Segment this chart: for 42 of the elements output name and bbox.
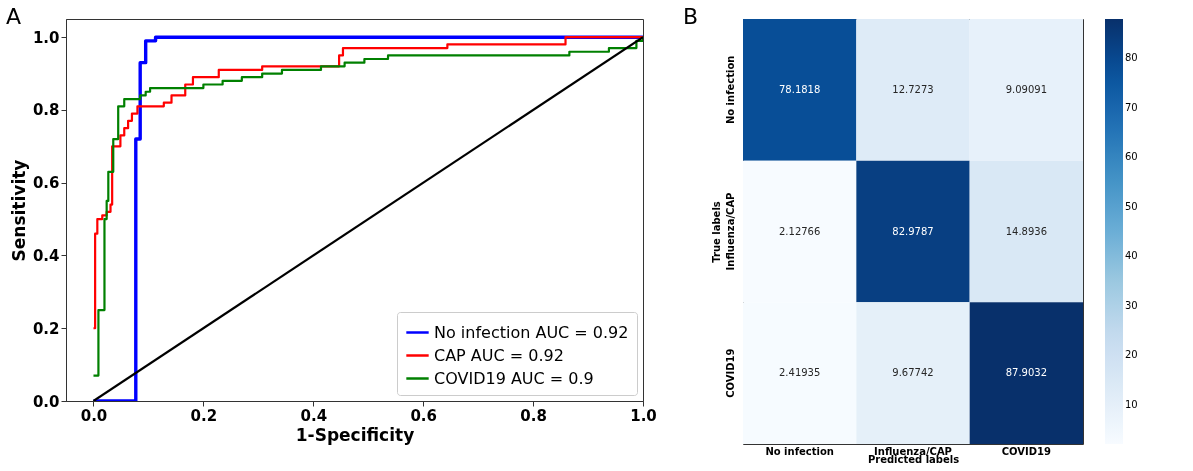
color-bar-label: 30 bbox=[1125, 299, 1138, 311]
data-label: 12.7273 bbox=[892, 83, 934, 95]
color-bar-label: 20 bbox=[1125, 349, 1138, 361]
x-tick-label: No infection bbox=[765, 445, 834, 457]
y-tick-label: 1.0 bbox=[32, 28, 60, 47]
legend-label: COVID19 AUC = 0.9 bbox=[434, 368, 594, 388]
y-tick-label: 0.0 bbox=[32, 392, 60, 411]
color-bar-label: 10 bbox=[1125, 398, 1138, 410]
color-bar-label: 50 bbox=[1125, 200, 1138, 212]
y-tick-label: 0.2 bbox=[32, 319, 60, 338]
y-axis-title: True labels bbox=[710, 201, 722, 263]
x-tick-label: 1.0 bbox=[630, 406, 657, 425]
legend-label: No infection AUC = 0.92 bbox=[434, 322, 629, 342]
y-tick-label: 0.8 bbox=[32, 101, 60, 120]
x-tick-label: Influenza/CAP bbox=[874, 445, 952, 457]
data-label: 9.09091 bbox=[1005, 83, 1048, 95]
data-label: 2.12766 bbox=[778, 225, 821, 237]
data-label: 14.8936 bbox=[1005, 225, 1048, 237]
y-axis-title: Sensitivity bbox=[8, 159, 29, 262]
data-label: 78.1818 bbox=[778, 83, 821, 95]
data-label: 82.9787 bbox=[892, 225, 934, 237]
color-bar-label: 40 bbox=[1125, 250, 1138, 262]
x-tick-label: 0.6 bbox=[410, 406, 437, 425]
x-tick-label: 0.4 bbox=[300, 406, 328, 425]
y-tick-label: No infection bbox=[724, 55, 736, 125]
y-tick-label: 0.4 bbox=[32, 246, 60, 265]
y-tick-label: Influenza/CAP bbox=[724, 192, 736, 271]
color-bar-label: 80 bbox=[1125, 52, 1138, 64]
color-bar-label: 70 bbox=[1125, 101, 1138, 113]
x-tick-label: 0.2 bbox=[190, 406, 218, 425]
y-tick-label: 0.6 bbox=[32, 174, 60, 193]
data-label: 9.67742 bbox=[892, 367, 934, 379]
x-tick-label: 0.0 bbox=[80, 406, 108, 425]
legend-label: CAP AUC = 0.92 bbox=[434, 345, 564, 365]
color-bar-label: 60 bbox=[1125, 151, 1138, 163]
chart-title: A bbox=[6, 4, 22, 29]
x-axis-title: 1-Specificity bbox=[295, 424, 415, 445]
x-tick-label: 0.8 bbox=[520, 406, 547, 425]
data-label: 87.9032 bbox=[1005, 367, 1048, 379]
chart-title: B bbox=[683, 4, 699, 29]
data-label: 2.41935 bbox=[778, 367, 821, 379]
x-tick-label: COVID19 bbox=[1001, 445, 1051, 457]
